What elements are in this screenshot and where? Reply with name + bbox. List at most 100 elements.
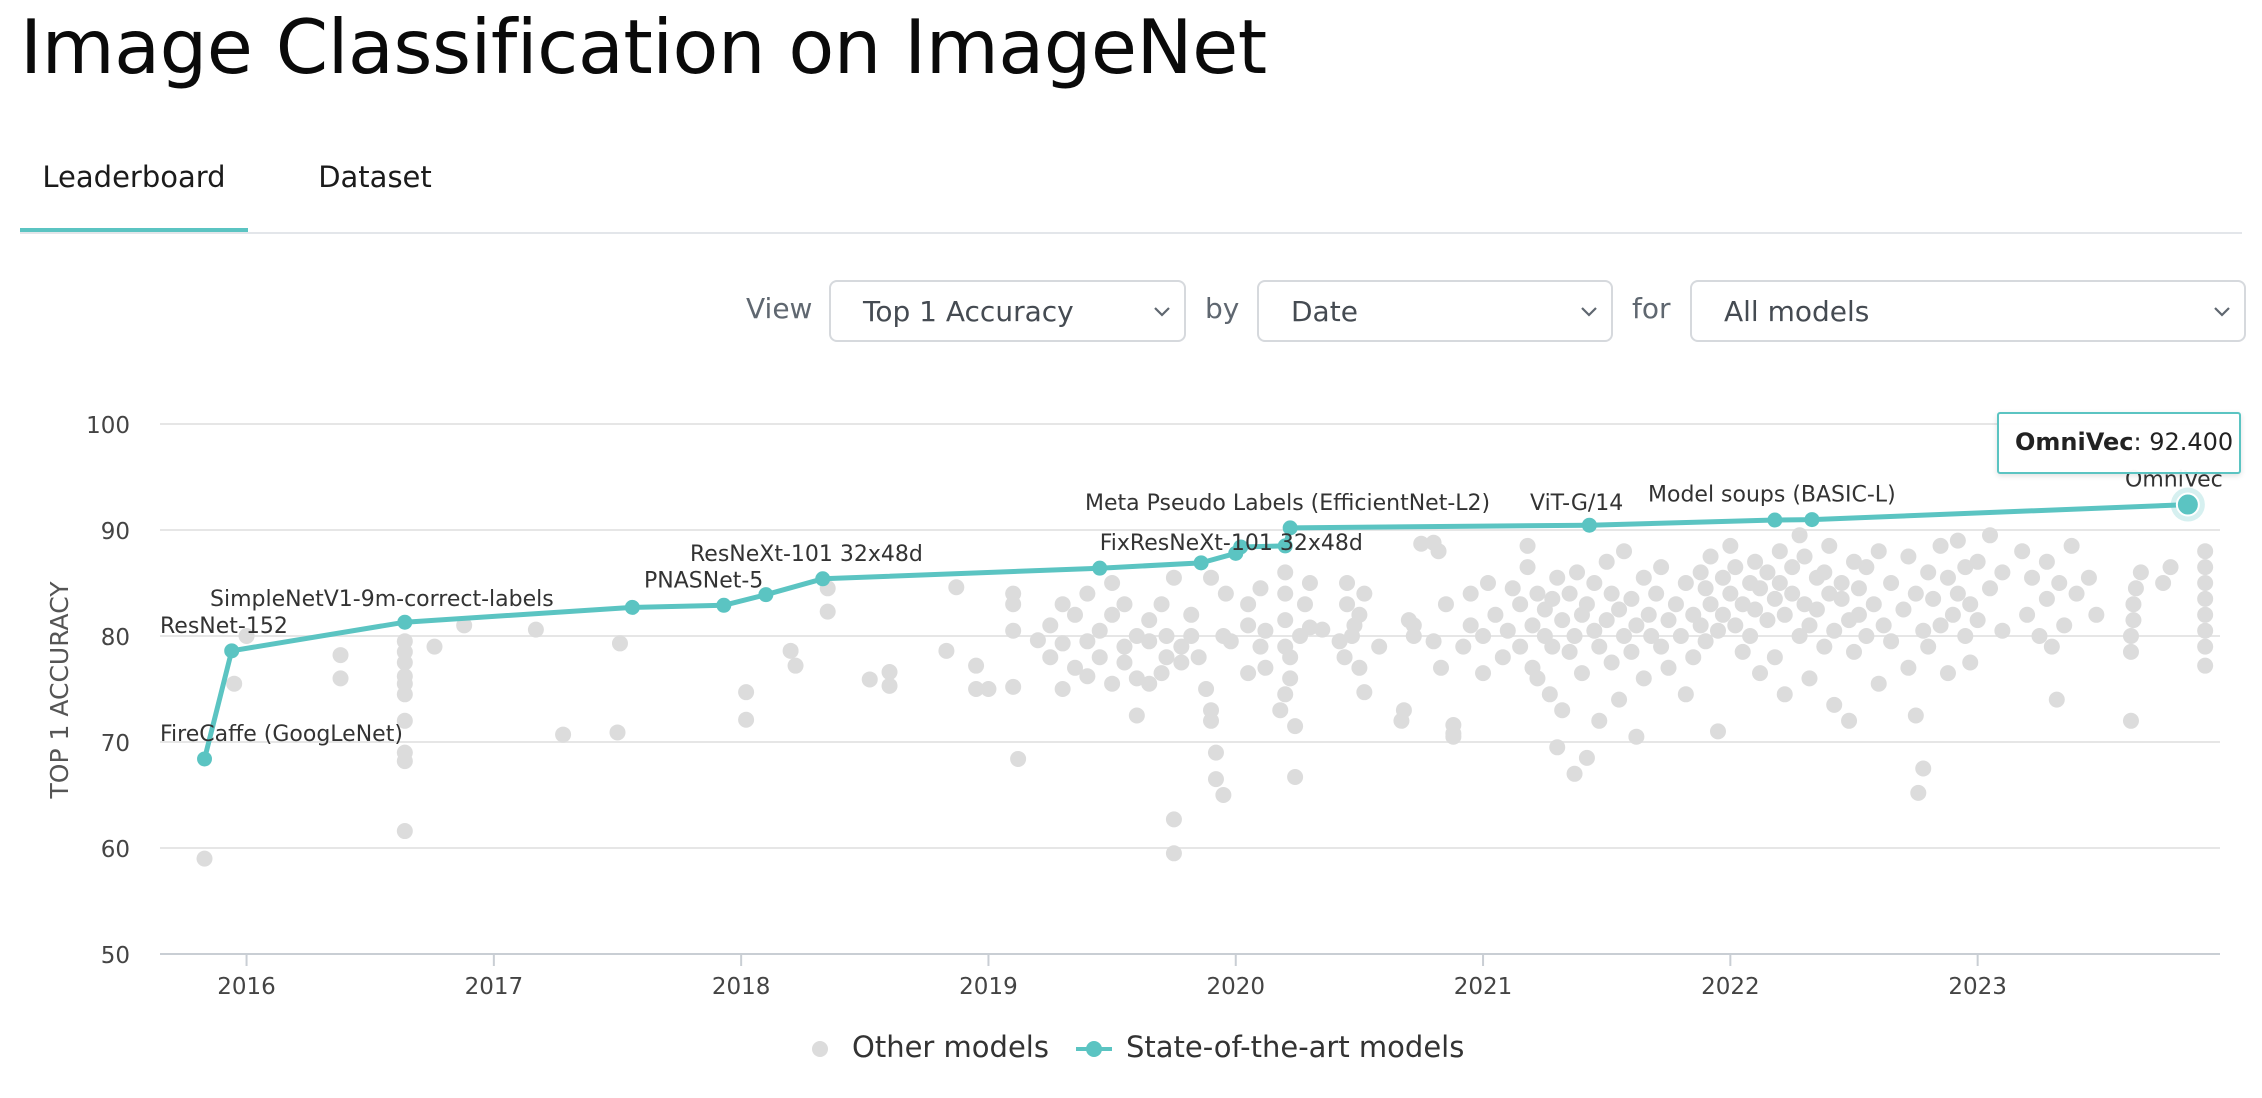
other-model-point[interactable] <box>1128 707 1145 724</box>
other-model-point[interactable] <box>1591 638 1608 655</box>
other-model-point[interactable] <box>1994 564 2011 581</box>
other-model-point[interactable] <box>1544 638 1561 655</box>
other-model-point[interactable] <box>1104 606 1121 623</box>
other-model-point[interactable] <box>1173 654 1190 671</box>
other-model-point[interactable] <box>1257 659 1274 676</box>
other-model-point[interactable] <box>1826 696 1843 713</box>
other-model-point[interactable] <box>1371 638 1388 655</box>
other-model-point[interactable] <box>1870 675 1887 692</box>
other-model-point[interactable] <box>1153 596 1170 613</box>
legend-item-other[interactable]: Other models <box>808 1025 1049 1075</box>
other-model-point[interactable] <box>2197 543 2214 560</box>
other-model-point[interactable] <box>1257 622 1274 639</box>
other-model-point[interactable] <box>1430 543 1447 560</box>
other-model-point[interactable] <box>1301 575 1318 591</box>
other-model-point[interactable] <box>1653 638 1670 655</box>
axis-select[interactable]: Date <box>1257 280 1613 342</box>
other-model-point[interactable] <box>1578 749 1595 766</box>
other-model-point[interactable] <box>332 670 349 687</box>
other-model-point[interactable] <box>1910 784 1927 801</box>
other-model-point[interactable] <box>1865 596 1882 613</box>
other-model-point[interactable] <box>1405 617 1422 634</box>
other-model-point[interactable] <box>1190 649 1207 666</box>
other-model-point[interactable] <box>2197 638 2214 655</box>
other-model-point[interactable] <box>1722 537 1739 554</box>
other-model-point[interactable] <box>1858 628 1875 644</box>
other-model-point[interactable] <box>1079 668 1096 685</box>
other-model-point[interactable] <box>1116 638 1133 655</box>
other-model-point[interactable] <box>238 628 255 644</box>
other-model-point[interactable] <box>1677 575 1694 591</box>
other-model-point[interactable] <box>1727 617 1744 634</box>
other-model-point[interactable] <box>1692 617 1709 634</box>
sota-model-point[interactable] <box>2175 492 2200 517</box>
other-model-point[interactable] <box>1104 675 1121 692</box>
filter-select[interactable]: All models <box>1690 280 2246 342</box>
other-model-point[interactable] <box>1554 702 1571 719</box>
other-model-point[interactable] <box>1296 596 1313 613</box>
other-model-point[interactable] <box>1165 845 1182 862</box>
other-model-point[interactable] <box>1598 553 1615 570</box>
other-model-point[interactable] <box>1158 649 1175 666</box>
other-model-point[interactable] <box>1413 535 1430 552</box>
other-model-point[interactable] <box>1826 622 1843 639</box>
other-model-point[interactable] <box>1962 654 1979 671</box>
other-model-point[interactable] <box>1240 617 1257 634</box>
other-model-point[interactable] <box>1685 649 1702 666</box>
other-model-point[interactable] <box>1702 596 1719 613</box>
other-model-point[interactable] <box>2014 543 2031 560</box>
other-model-point[interactable] <box>1005 585 1022 602</box>
other-model-point[interactable] <box>1005 622 1022 639</box>
other-model-point[interactable] <box>1425 633 1442 650</box>
other-model-point[interactable] <box>1054 635 1071 652</box>
other-model-point[interactable] <box>1183 628 1200 644</box>
other-model-point[interactable] <box>1734 596 1751 613</box>
other-model-point[interactable] <box>2088 606 2105 623</box>
other-model-point[interactable] <box>1697 580 1714 597</box>
other-model-point[interactable] <box>1801 670 1818 687</box>
other-model-point[interactable] <box>1240 665 1257 682</box>
other-model-point[interactable] <box>1672 628 1689 644</box>
other-model-point[interactable] <box>1776 686 1793 703</box>
other-model-point[interactable] <box>1915 760 1932 777</box>
legend-item-sota[interactable]: State-of-the-art models <box>1076 1025 1464 1075</box>
other-model-point[interactable] <box>2132 564 2149 581</box>
other-model-point[interactable] <box>1628 617 1645 634</box>
other-model-point[interactable] <box>1586 575 1603 591</box>
other-model-point[interactable] <box>819 603 836 620</box>
other-model-point[interactable] <box>1165 811 1182 828</box>
sota-model-point[interactable] <box>716 597 732 613</box>
sota-model-point[interactable] <box>1581 517 1597 533</box>
other-model-point[interactable] <box>1462 617 1479 634</box>
other-model-point[interactable] <box>396 668 413 685</box>
other-model-point[interactable] <box>1635 569 1652 586</box>
other-model-point[interactable] <box>1282 670 1299 687</box>
other-model-point[interactable] <box>1925 590 1942 607</box>
other-model-point[interactable] <box>1747 553 1764 570</box>
other-model-point[interactable] <box>1841 712 1858 729</box>
other-model-point[interactable] <box>1957 628 1974 644</box>
other-model-point[interactable] <box>1573 665 1590 682</box>
sota-model-point[interactable] <box>815 571 831 587</box>
other-model-point[interactable] <box>1982 527 1999 544</box>
other-model-point[interactable] <box>1079 633 1096 650</box>
other-model-point[interactable] <box>1512 638 1529 655</box>
other-model-point[interactable] <box>1858 559 1875 576</box>
other-model-point[interactable] <box>1667 596 1684 613</box>
other-model-point[interactable] <box>1207 744 1224 761</box>
other-model-point[interactable] <box>1784 585 1801 602</box>
other-model-point[interactable] <box>1766 590 1783 607</box>
other-model-point[interactable] <box>782 642 799 659</box>
other-model-point[interactable] <box>1994 622 2011 639</box>
other-model-point[interactable] <box>2197 657 2214 674</box>
other-model-point[interactable] <box>1771 543 1788 560</box>
other-model-point[interactable] <box>1709 622 1726 639</box>
other-model-point[interactable] <box>1833 590 1850 607</box>
other-model-point[interactable] <box>1153 665 1170 682</box>
other-model-point[interactable] <box>1833 575 1850 591</box>
other-model-point[interactable] <box>1277 686 1294 703</box>
other-model-point[interactable] <box>1042 617 1059 634</box>
other-model-point[interactable] <box>1252 580 1269 597</box>
other-model-point[interactable] <box>1752 580 1769 597</box>
tab-leaderboard[interactable]: Leaderboard <box>20 160 248 232</box>
